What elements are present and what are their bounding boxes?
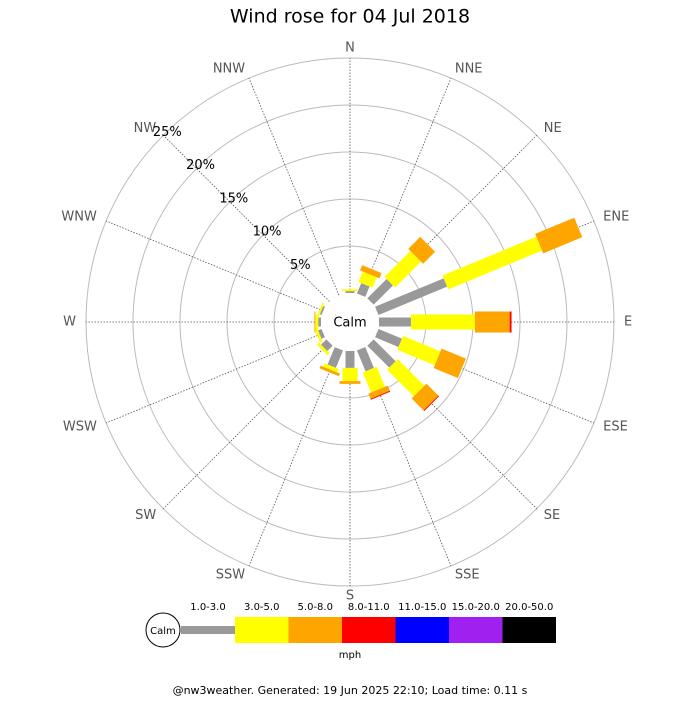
bar-segment — [319, 306, 325, 316]
bar-segment — [408, 236, 436, 264]
direction-label: SE — [544, 508, 560, 523]
footer: @nw3weather. Generated: 19 Jun 2025 22:1… — [173, 684, 528, 697]
bar-segment — [345, 291, 355, 293]
bar-segment — [319, 365, 340, 377]
bar-segment — [323, 363, 339, 373]
bar-segment — [410, 314, 475, 330]
bar-segment — [316, 302, 325, 318]
chart-title: Wind rose for 04 Jul 2018 — [230, 6, 470, 28]
direction-label: NE — [544, 121, 562, 136]
direction-label: NNW — [213, 61, 245, 76]
legend-swatch — [235, 617, 289, 643]
bar-segment — [375, 328, 402, 347]
bar-segment — [316, 342, 330, 356]
spoke — [248, 348, 340, 567]
bar-segment — [356, 283, 370, 297]
direction-label: SSW — [216, 568, 246, 583]
y-tick-label: 15% — [219, 191, 248, 206]
bar-segment — [339, 381, 361, 384]
grid-ring — [132, 104, 568, 540]
bar-segment — [318, 317, 321, 327]
calm-circle — [321, 293, 379, 351]
direction-label: ENE — [603, 210, 629, 225]
legend-swatch — [449, 617, 503, 643]
spoke — [248, 77, 340, 296]
legend-label: 1.0-3.0 — [190, 602, 225, 613]
direction-label: W — [63, 315, 76, 330]
y-tick-label: 25% — [153, 125, 182, 140]
direction-label: S — [346, 589, 354, 604]
bar-segment — [320, 339, 333, 352]
legend-label: 20.0-50.0 — [505, 602, 553, 613]
direction-label: E — [624, 315, 632, 330]
direction-label: N — [345, 41, 355, 56]
spoke — [163, 135, 330, 302]
bar-segment — [411, 383, 439, 411]
direction-label: SSE — [455, 568, 480, 583]
y-tick-label: 10% — [253, 225, 282, 240]
legend-label: 5.0-8.0 — [298, 602, 333, 613]
bar-segment — [342, 289, 358, 292]
bar-segment — [360, 265, 382, 279]
legend-swatch — [395, 617, 449, 643]
legend-swatch — [181, 626, 235, 634]
direction-label: WSW — [63, 419, 97, 434]
spoke — [360, 77, 452, 296]
bar-segment — [387, 359, 425, 397]
legend-label: 3.0-5.0 — [244, 602, 279, 613]
units-label: mph — [339, 650, 361, 661]
bar-segment — [370, 390, 391, 400]
bar-segment — [509, 311, 512, 333]
bar-segment — [535, 217, 583, 254]
bar-segment — [423, 395, 440, 412]
bar-segment — [342, 367, 358, 382]
bar-segment — [314, 327, 323, 343]
bar-segment — [345, 351, 355, 368]
direction-label: NNE — [455, 61, 483, 76]
legend-swatch — [342, 617, 396, 643]
bar-segment — [318, 328, 325, 339]
bar-segment — [356, 347, 374, 372]
legend-calm-circle — [145, 612, 181, 648]
spoke — [105, 332, 324, 424]
legend-label: 8.0-11.0 — [348, 602, 390, 613]
spoke — [105, 220, 324, 312]
direction-label: NW — [134, 121, 157, 136]
bar-segment — [474, 311, 510, 333]
bar-segment — [433, 348, 466, 379]
bar-segment — [362, 366, 385, 393]
bar-segment — [358, 271, 377, 288]
y-tick-label: 5% — [290, 258, 311, 273]
legend-label: 15.0-20.0 — [452, 602, 500, 613]
legend-label: 11.0-15.0 — [398, 602, 446, 613]
bar-segment — [368, 385, 390, 399]
bar-segment — [327, 347, 344, 368]
bar-segment — [384, 250, 422, 288]
bar-segment — [314, 311, 316, 333]
bar-segment — [375, 278, 448, 316]
legend-swatch — [288, 617, 342, 643]
bar-segment — [367, 339, 396, 368]
direction-label: ESE — [603, 419, 628, 434]
bar-segment — [379, 317, 411, 327]
bar-segment — [315, 314, 319, 330]
direction-label: WNW — [61, 210, 97, 225]
y-tick-label: 20% — [186, 158, 215, 173]
bar-segment — [397, 335, 441, 366]
legend-calm-label: Calm — [150, 626, 176, 637]
legend-swatch — [502, 617, 556, 643]
calm-label: Calm — [333, 316, 366, 331]
spoke — [163, 342, 330, 509]
bar-segment — [442, 236, 543, 290]
bar-segment — [367, 279, 393, 305]
direction-label: SW — [135, 508, 156, 523]
